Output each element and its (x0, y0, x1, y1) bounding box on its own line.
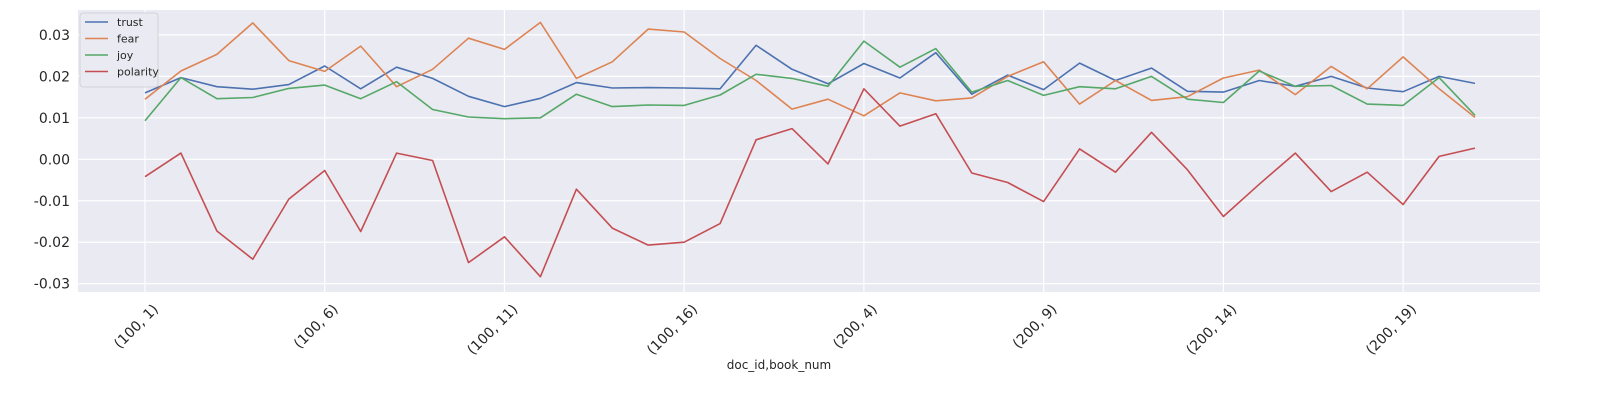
x-tick-label: (200, 19) (1363, 302, 1420, 359)
x-tick-label: (200, 14) (1183, 302, 1240, 359)
y-tick-label: -0.03 (34, 277, 70, 293)
legend: trust fear joy polarity (79, 12, 159, 88)
series-line-polarity (144, 88, 1476, 278)
series-line-fear (144, 21, 1476, 119)
legend-label-joy: joy (116, 49, 134, 62)
y-tick-label: -0.02 (34, 235, 70, 251)
legend-label-polarity: polarity (117, 66, 159, 79)
y-tick-label: -0.01 (34, 194, 70, 210)
x-tick-label: (200, 4) (830, 302, 881, 353)
x-tick-label: (100, 6) (291, 302, 342, 353)
plot-area (78, 10, 1540, 292)
x-axis-label: doc_id,book_num (727, 358, 831, 372)
series-line-joy (144, 40, 1476, 122)
legend-label-trust: trust (117, 16, 144, 29)
y-tick-label: 0.03 (39, 28, 70, 44)
x-axis-ticks: (100, 1) (100, 6) (100, 11) (100, 16) (200, … (111, 302, 1420, 359)
x-tick-label: (100, 16) (644, 302, 701, 359)
y-axis-ticks: -0.03 -0.02 -0.01 0.00 0.01 0.02 0.03 (34, 28, 70, 293)
x-tick-label: (100, 1) (111, 302, 162, 353)
legend-label-fear: fear (117, 33, 139, 46)
legend-box (79, 12, 159, 88)
x-tick-label: (200, 9) (1010, 302, 1061, 353)
y-tick-label: 0.00 (39, 152, 70, 168)
x-tick-label: (100, 11) (464, 302, 521, 359)
series-line-trust (144, 44, 1476, 108)
series-lines (144, 21, 1476, 278)
y-tick-label: 0.01 (39, 111, 70, 127)
y-tick-label: 0.02 (39, 69, 70, 85)
